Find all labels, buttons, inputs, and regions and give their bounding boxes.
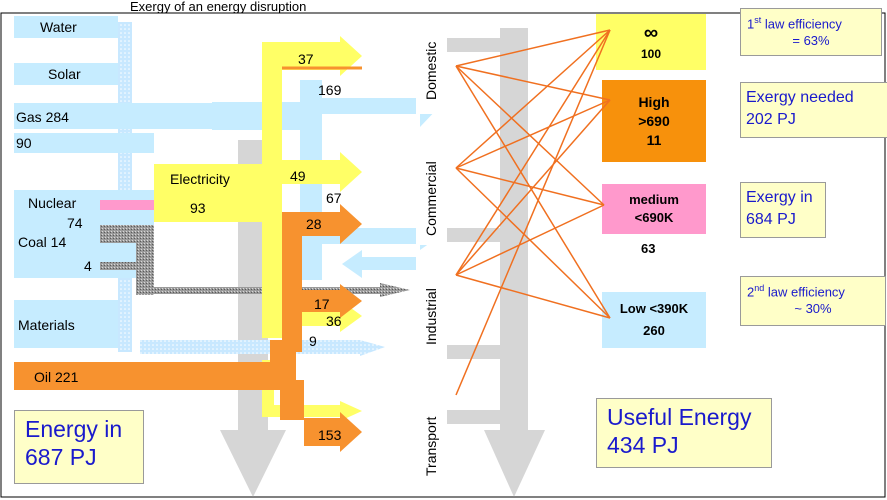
high-threshold: >690 [638,112,670,129]
loss-arrow-left [220,140,286,497]
connection-line [455,29,611,276]
flow-67-label: 67 [326,190,342,206]
exergy-needed-line1: Exergy needed [746,89,854,106]
flow-49-label: 49 [290,168,306,184]
low-value: 260 [643,323,665,338]
medium-threshold: <690K [634,210,674,225]
low-label: Low <390K [619,301,689,316]
second-law-line2: ~ 30% [794,301,832,317]
diagram-frame [0,12,886,498]
energy-in-line2: 687 PJ [25,444,97,470]
exergy-in-note: Exergy in 684 PJ [740,182,826,238]
exergy-needed-note: Exergy needed 202 PJ [740,82,887,138]
high-level: High >690 11 [602,80,706,162]
materials-label: Materials [18,317,75,333]
water-box [14,16,118,38]
connection-line [455,65,611,101]
energy-in-line1: Energy in [25,416,123,442]
connection-line [455,29,611,169]
water-label: Water [40,19,77,35]
exergy-in-line1: Exergy in [746,189,813,206]
medium-level: medium <690K [602,184,706,234]
solar-label: Solar [48,66,81,82]
solar-box [14,63,118,85]
infinite-box [596,14,706,70]
infinite-value: 100 [640,47,662,61]
connection-line [455,29,611,396]
flow-37-label: 37 [298,51,314,67]
high-value: 11 [646,131,662,148]
coal-74-label: 74 [67,215,83,231]
materials-box [14,300,118,348]
connection-line [455,29,611,67]
flow-169-label: 169 [318,82,342,98]
infinite-symbol: ∞ [643,22,659,44]
exergy-needed-line2: 202 PJ [746,111,796,128]
oil-box [14,362,294,390]
nuclear-label: Nuclear [28,195,77,211]
connection-line [455,204,605,276]
connection-line [455,167,605,206]
flow-9-label: 9 [309,333,317,349]
nuclear-pink [100,200,154,210]
gas-box [14,103,214,129]
medium-label: medium [629,192,679,207]
flow-36-label: 36 [326,313,342,329]
useful-energy-line2: 434 PJ [607,432,679,458]
caption-top: Exergy of an energy disruption [130,0,307,14]
connection-line [455,99,611,169]
medium-box [602,184,706,234]
electricity-label: Electricity [170,171,230,187]
sector-domestic: Domestic [423,41,439,100]
first-law-line1: 1st law efficiency [747,15,842,32]
second-law-note: 2nd law efficiency ~ 30% [740,276,886,326]
connection-lines [455,29,611,396]
first-law-line2: = 63% [792,33,830,49]
water-band [118,22,132,352]
electricity-value: 93 [190,200,206,216]
oil-label: Oil 221 [34,369,79,385]
gas-label: Gas 284 [16,109,69,125]
first-law-note: 1st law efficiency = 63% [740,8,882,56]
connection-line [455,274,611,319]
sector-box-transport [416,385,446,483]
sector-box-industrial [416,255,446,353]
connection-line [455,65,611,319]
sector-commercial: Commercial [423,161,439,236]
infinite-level: ∞ 100 [596,14,706,70]
connection-line [455,167,611,319]
energy-in-box: Energy in 687 PJ [14,410,144,484]
high-box [602,80,706,162]
gas-90-box [14,133,154,153]
sector-box-domestic [416,16,446,114]
flow-153-label: 153 [318,427,342,443]
medium-value: 63 [641,241,656,256]
flow-17-label: 17 [314,296,330,312]
high-label: High [638,93,670,110]
electricity-box [154,164,262,222]
sector-transport: Transport [423,416,439,476]
useful-energy-line1: Useful Energy [607,404,752,430]
useful-energy-box: Useful Energy 434 PJ [596,398,772,468]
sector-box-commercial [416,135,446,245]
sector-industrial: Industrial [423,288,439,345]
flow-28-label: 28 [306,216,322,232]
coal-4-label: 4 [84,258,92,274]
second-law-line1: 2nd law efficiency [747,283,845,300]
coal-label: Coal 14 [18,234,67,250]
gas-90-label: 90 [16,135,32,151]
connection-line [455,99,611,276]
loss-arrow-right [447,28,545,497]
exergy-in-line2: 684 PJ [746,211,796,228]
low-level: Low <390K 260 [602,292,706,348]
low-box [602,292,706,348]
